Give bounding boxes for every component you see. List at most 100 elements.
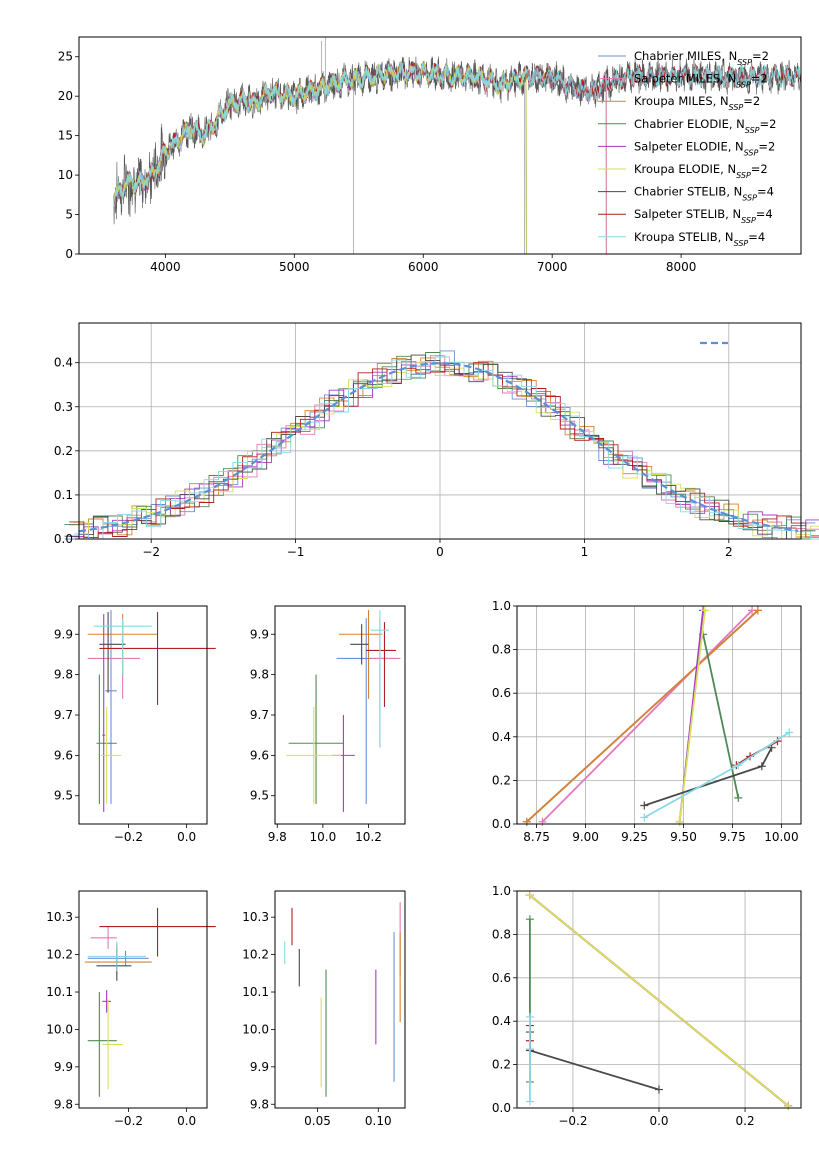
x-tick-label: 8.75 [523,830,550,844]
y-tick-label: 10.0 [46,1022,73,1036]
y-tick-label: 0.4 [492,1014,511,1028]
x-tick-label: −0.2 [558,1114,587,1128]
x-tick-label: 9.8 [268,830,287,844]
weight-point [525,1097,534,1106]
y-tick-label: 0 [65,247,73,261]
weight-point [701,606,710,615]
axes-frame [274,605,406,825]
model-spectrum-salpeter-miles [113,61,607,254]
weight-line [678,610,706,822]
x-tick-label: 0.10 [365,1114,392,1128]
legend-label: Kroupa ELODIE, NSSP=2 [634,162,768,180]
y-tick-label: 9.9 [54,1060,73,1074]
y-tick-label: 9.7 [250,708,269,722]
y-tick-label: 10.2 [46,948,73,962]
weight-point [525,1045,534,1054]
legend-label: Chabrier MILES, NSSP=2 [634,49,769,67]
weight-point [525,1012,534,1021]
y-tick-label: 0.0 [492,817,511,831]
y-tick-label: 5 [65,208,73,222]
y-tick-label: 1.0 [492,599,511,613]
histogram-salpeter-elodie [69,363,819,538]
weight-point [525,915,534,924]
y-tick-label: 9.7 [54,708,73,722]
y-tick-label: 0.4 [492,730,511,744]
y-tick-label: 9.8 [54,1097,73,1111]
weight-point [785,728,794,737]
weight-point [640,801,649,810]
legend-label: Kroupa MILES, NSSP=2 [634,94,760,112]
legend-label: Salpeter STELIB, NSSP=4 [634,207,773,225]
weight-line [541,609,753,823]
y-tick-label: 9.9 [54,627,73,641]
y-tick-label: 0.8 [492,643,511,657]
y-tick-label: 20 [58,89,73,103]
y-tick-label: 0.2 [54,444,73,458]
histogram-kroupa-elodie [74,360,819,540]
legend-label: Chabrier STELIB, NSSP=4 [634,185,774,203]
x-tick-label: 9.50 [670,830,697,844]
weight-line [702,634,740,798]
z_weight-panel-marks [525,891,793,1110]
weight-line [643,731,790,819]
histogram-kroupa-stelib [74,356,819,540]
legend-label: Salpeter ELODIE, NSSP=2 [634,139,775,157]
axes-frame [274,890,406,1109]
y-tick-label: 10.2 [242,948,269,962]
x-tick-label: 1 [581,545,589,559]
age_weight-panel: 8.75 9.00 9.25 9.50 9.75 10.00 0.0 0.2 0.4 0.6 0.8… [492,599,802,844]
x-tick-label: 10.00 [764,830,798,844]
x-tick-label: −2 [142,545,160,559]
x-tick-label: −1 [287,545,305,559]
axes-frame [78,890,208,1109]
weight-point [640,813,649,822]
x-tick-label: 10.2 [355,830,382,844]
axes-frame [78,36,802,255]
z_age-panel: −0.2 0.0 9.5 9.6 9.7 9.8 9.9 [54,605,216,844]
x-tick-label: 5000 [279,260,310,274]
y-tick-label: 0.0 [492,1101,511,1115]
ebv_mass-panel-marks [284,902,401,1097]
y-tick-label: 25 [58,50,73,64]
y-tick-label: 10.3 [46,910,73,924]
x-tick-label: 2 [725,545,733,559]
y-tick-label: 9.6 [54,748,73,762]
z_mass-panel-marks [84,907,216,1097]
y-tick-label: 0.2 [492,1058,511,1072]
model-spectrum-kroupa-stelib [113,60,801,207]
y-tick-label: 10.1 [46,985,73,999]
spectrum-panel: 4000 5000 6000 7000 8000 0 5 10 15 20 25 [58,36,802,274]
y-tick-label: 9.9 [250,627,269,641]
y-tick-label: 0.3 [54,400,73,414]
residuals-panel-marks [64,350,819,540]
y-tick-label: 1.0 [492,884,511,898]
y-tick-label: 0.6 [492,971,511,985]
weight-point [655,1085,663,1094]
y-tick-label: 10.0 [242,1022,269,1036]
weight-point [675,817,684,826]
x-tick-label: −0.2 [114,1114,143,1128]
mass_age-panel: 9.8 10.0 10.2 9.5 9.6 9.7 9.8 9.9 [250,605,406,844]
y-tick-label: 0.6 [492,686,511,700]
age_weight-panel-marks [522,606,794,826]
legend-label: Salpeter MILES, NSSP=2 [634,72,768,90]
y-tick-label: 0.2 [492,773,511,787]
legend-label: Kroupa STELIB, NSSP=4 [634,230,765,248]
y-tick-label: 9.5 [250,789,269,803]
x-tick-label: 4000 [150,260,181,274]
z_age-panel-marks [87,610,216,812]
weight-line [529,1032,660,1091]
y-tick-label: 10.3 [242,910,269,924]
axes-frame [516,605,802,825]
weight-point [753,606,762,615]
x-tick-label: −0.2 [114,830,143,844]
x-tick-label: 0.0 [177,1114,196,1128]
x-tick-label: 8000 [666,260,697,274]
y-tick-label: 9.6 [250,748,269,762]
axes-frame [78,605,208,825]
y-tick-label: 9.8 [54,668,73,682]
legend-label: Chabrier ELODIE, NSSP=2 [634,117,776,135]
mass_age-panel-marks [286,610,401,812]
z_mass-panel: −0.2 0.0 9.8 9.9 10.0 10.1 10.2 10.3 [46,890,216,1128]
